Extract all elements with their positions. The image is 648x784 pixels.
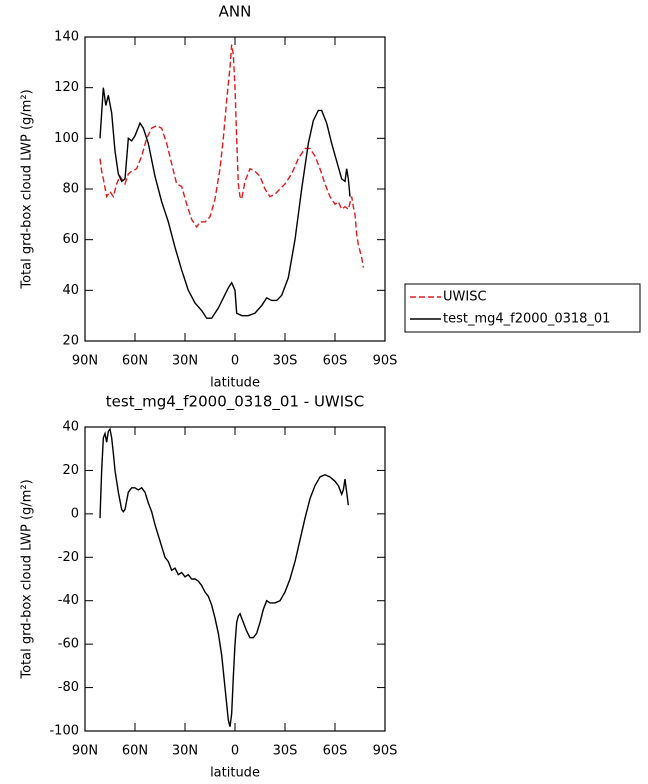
x-tick-label: 0	[231, 744, 239, 759]
y-axis-label: Total grd-box cloud LWP (g/m²)	[20, 89, 35, 289]
x-tick-label: 90S	[373, 354, 398, 369]
x-tick-label: 90N	[72, 354, 98, 369]
legend-box	[404, 283, 641, 333]
y-tick-label: 20	[62, 334, 79, 349]
chart-title: test_mg4_f2000_0318_01 - UWISC	[106, 393, 364, 412]
x-tick-label: 60N	[122, 744, 148, 759]
y-tick-label: 20	[62, 463, 79, 478]
x-axis-label: latitude	[210, 766, 260, 781]
x-tick-label: 90N	[72, 744, 98, 759]
x-tick-label: 30S	[273, 354, 298, 369]
y-tick-label: 80	[62, 182, 79, 197]
y-tick-label: 40	[62, 283, 79, 298]
plot-frame	[84, 426, 386, 732]
y-tick-label: 120	[54, 80, 79, 95]
y-axis-label: Total grd-box cloud LWP (g/m²)	[20, 479, 35, 679]
y-tick-label: -40	[58, 593, 79, 608]
x-tick-label: 60S	[323, 354, 348, 369]
x-tick-label: 30N	[172, 744, 198, 759]
plot-frame	[84, 36, 386, 342]
data-line	[99, 427, 350, 727]
x-tick-label: 30N	[172, 354, 198, 369]
legend-label: test_mg4_f2000_0318_01	[443, 312, 610, 327]
y-tick-label: -100	[49, 724, 79, 739]
y-tick-label: 140	[54, 30, 79, 45]
chart-title: ANN	[219, 3, 252, 21]
y-tick-label: -20	[58, 550, 79, 565]
y-tick-label: -60	[58, 637, 79, 652]
y-tick-label: 0	[71, 506, 79, 521]
x-tick-label: 60N	[122, 354, 148, 369]
y-tick-label: -80	[58, 680, 79, 695]
x-tick-label: 60S	[323, 744, 348, 759]
x-axis-label: latitude	[210, 376, 260, 391]
legend-label: UWISC	[443, 290, 487, 305]
y-tick-label: 40	[62, 420, 79, 435]
x-tick-label: 30S	[273, 744, 298, 759]
x-tick-label: 0	[231, 354, 239, 369]
data-line	[99, 44, 365, 268]
y-tick-label: 60	[62, 232, 79, 247]
y-tick-label: 100	[54, 131, 79, 146]
data-line	[99, 87, 351, 319]
x-tick-label: 90S	[373, 744, 398, 759]
